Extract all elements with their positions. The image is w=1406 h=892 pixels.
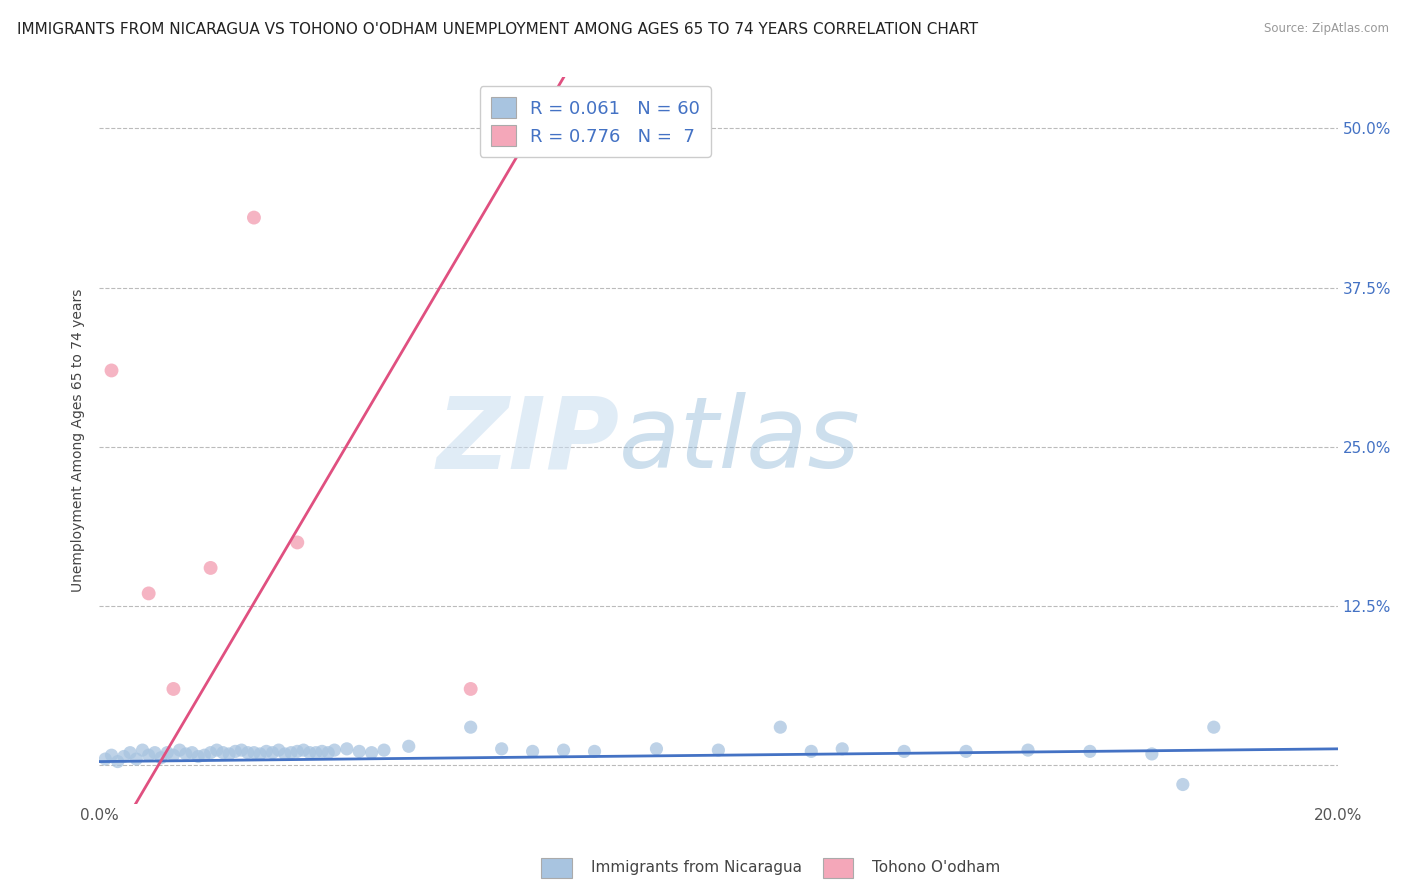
Point: [316, 746, 339, 760]
Point: [491, 742, 513, 756]
Point: [162, 681, 184, 696]
Point: [522, 744, 544, 758]
Point: [174, 747, 197, 761]
Point: [205, 743, 228, 757]
Point: [243, 746, 266, 760]
Point: [1202, 720, 1225, 734]
Point: [236, 746, 259, 760]
Text: atlas: atlas: [619, 392, 860, 489]
Point: [218, 747, 240, 761]
Point: [1078, 744, 1101, 758]
Point: [893, 744, 915, 758]
Point: [212, 746, 235, 760]
Point: [94, 752, 117, 766]
Point: [187, 749, 209, 764]
Point: [181, 746, 204, 760]
Point: [323, 743, 346, 757]
Text: Tohono O'odham: Tohono O'odham: [872, 860, 1000, 874]
Point: [553, 743, 575, 757]
Point: [280, 746, 302, 760]
Point: [298, 746, 321, 760]
Point: [254, 744, 277, 758]
Text: IMMIGRANTS FROM NICARAGUA VS TOHONO O'ODHAM UNEMPLOYMENT AMONG AGES 65 TO 74 YEA: IMMIGRANTS FROM NICARAGUA VS TOHONO O'OD…: [17, 22, 979, 37]
Point: [1017, 743, 1039, 757]
Point: [243, 211, 266, 225]
Point: [100, 748, 122, 763]
Point: [162, 748, 184, 763]
Point: [285, 744, 308, 758]
Point: [360, 746, 382, 760]
Point: [285, 535, 308, 549]
Point: [398, 739, 420, 754]
Point: [311, 744, 333, 758]
Point: [305, 746, 328, 760]
Point: [120, 746, 142, 760]
Point: [769, 720, 792, 734]
Point: [224, 744, 246, 758]
Point: [156, 746, 179, 760]
Point: [267, 743, 290, 757]
Point: [231, 743, 253, 757]
Text: ZIP: ZIP: [436, 392, 619, 489]
Point: [262, 746, 284, 760]
Point: [143, 746, 166, 760]
Point: [831, 742, 853, 756]
Point: [583, 744, 606, 758]
Point: [107, 755, 129, 769]
Point: [138, 748, 160, 763]
Point: [249, 747, 271, 761]
Point: [169, 743, 191, 757]
Point: [138, 586, 160, 600]
Point: [645, 742, 668, 756]
Point: [707, 743, 730, 757]
Point: [955, 744, 977, 758]
Point: [292, 743, 315, 757]
Point: [125, 752, 148, 766]
Point: [274, 747, 297, 761]
Point: [193, 748, 215, 763]
Point: [800, 744, 823, 758]
Point: [1140, 747, 1163, 761]
Point: [112, 749, 135, 764]
Point: [460, 720, 482, 734]
Point: [336, 742, 359, 756]
Point: [347, 744, 370, 758]
Legend: R = 0.061   N = 60, R = 0.776   N =  7: R = 0.061 N = 60, R = 0.776 N = 7: [479, 87, 711, 157]
Point: [373, 743, 395, 757]
Point: [200, 746, 222, 760]
Point: [460, 681, 482, 696]
Y-axis label: Unemployment Among Ages 65 to 74 years: Unemployment Among Ages 65 to 74 years: [72, 289, 86, 592]
Text: Immigrants from Nicaragua: Immigrants from Nicaragua: [591, 860, 801, 874]
Point: [131, 743, 153, 757]
Point: [100, 363, 122, 377]
Point: [150, 751, 173, 765]
Text: Source: ZipAtlas.com: Source: ZipAtlas.com: [1264, 22, 1389, 36]
Point: [200, 561, 222, 575]
Point: [1171, 777, 1194, 791]
